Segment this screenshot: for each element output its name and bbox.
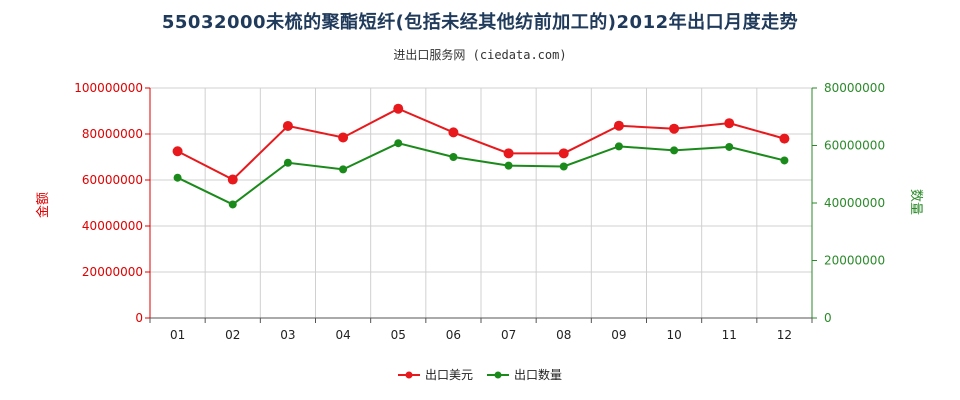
data-point-series-2 [670,146,679,155]
data-point-series-1 [448,127,459,138]
y-left-tick-label: 0 [135,311,143,325]
series-line-2 [177,142,785,206]
data-point-series-1 [779,133,790,144]
data-point-series-2 [283,158,292,167]
y-left-tick-label: 40000000 [82,219,143,233]
data-point-series-1 [669,123,680,134]
y-right-tick-label: 40000000 [824,196,885,210]
y-left-tick-label: 100000000 [74,81,143,95]
legend-label-1: 出口美元 [425,368,473,382]
data-point-series-1 [558,148,569,159]
x-tick-label: 08 [556,328,571,342]
data-point-series-1 [227,174,238,185]
data-point-series-1 [724,118,735,129]
x-tick-label: 04 [335,328,350,342]
x-tick-label: 12 [777,328,792,342]
x-tick-label: 06 [446,328,461,342]
x-tick-label: 05 [391,328,406,342]
data-point-series-2 [449,153,458,161]
legend-marker-1 [405,371,413,379]
y-left-axis-title: 金额 [35,192,51,218]
y-right-tick-label: 20000000 [824,254,885,268]
y-right-tick-label: 80000000 [824,81,885,95]
data-point-series-1 [393,103,404,114]
x-tick-label: 07 [501,328,516,342]
data-point-series-2 [725,142,734,151]
x-tick-label: 01 [170,328,185,342]
data-point-series-2 [339,165,348,174]
y-left-tick-label: 60000000 [82,173,143,187]
data-point-series-2 [173,173,182,182]
data-point-series-2 [559,162,568,171]
y-right-tick-label: 0 [824,311,832,325]
data-point-series-2 [394,139,403,148]
x-tick-label: 03 [280,328,295,342]
y-right-tick-label: 60000000 [824,139,885,153]
data-point-series-1 [613,120,624,131]
chart-title: 55032000未梳的聚酯短纤(包括未经其他纺前加工的)2012年出口月度走势 [161,12,799,33]
x-tick-label: 11 [722,328,737,342]
legend-label-2: 出口数量 [514,367,562,382]
data-point-series-2 [780,156,789,165]
data-point-series-2 [228,200,237,209]
data-point-series-1 [282,120,293,131]
x-tick-label: 10 [666,328,681,342]
data-point-series-1 [338,132,349,143]
x-tick-label: 02 [225,328,240,342]
data-point-series-1 [503,148,514,159]
y-left-tick-label: 80000000 [82,127,143,141]
data-point-series-2 [504,161,513,170]
data-point-series-2 [614,142,623,151]
legend-marker-2 [494,371,502,379]
chart-subtitle: 进出口服务网 (ciedata.com) [393,48,567,62]
y-left-tick-label: 20000000 [82,265,143,279]
x-tick-label: 09 [611,328,626,342]
series-line-1 [177,107,785,181]
data-point-series-1 [172,146,183,157]
y-right-axis-title: 数量 [908,189,923,215]
